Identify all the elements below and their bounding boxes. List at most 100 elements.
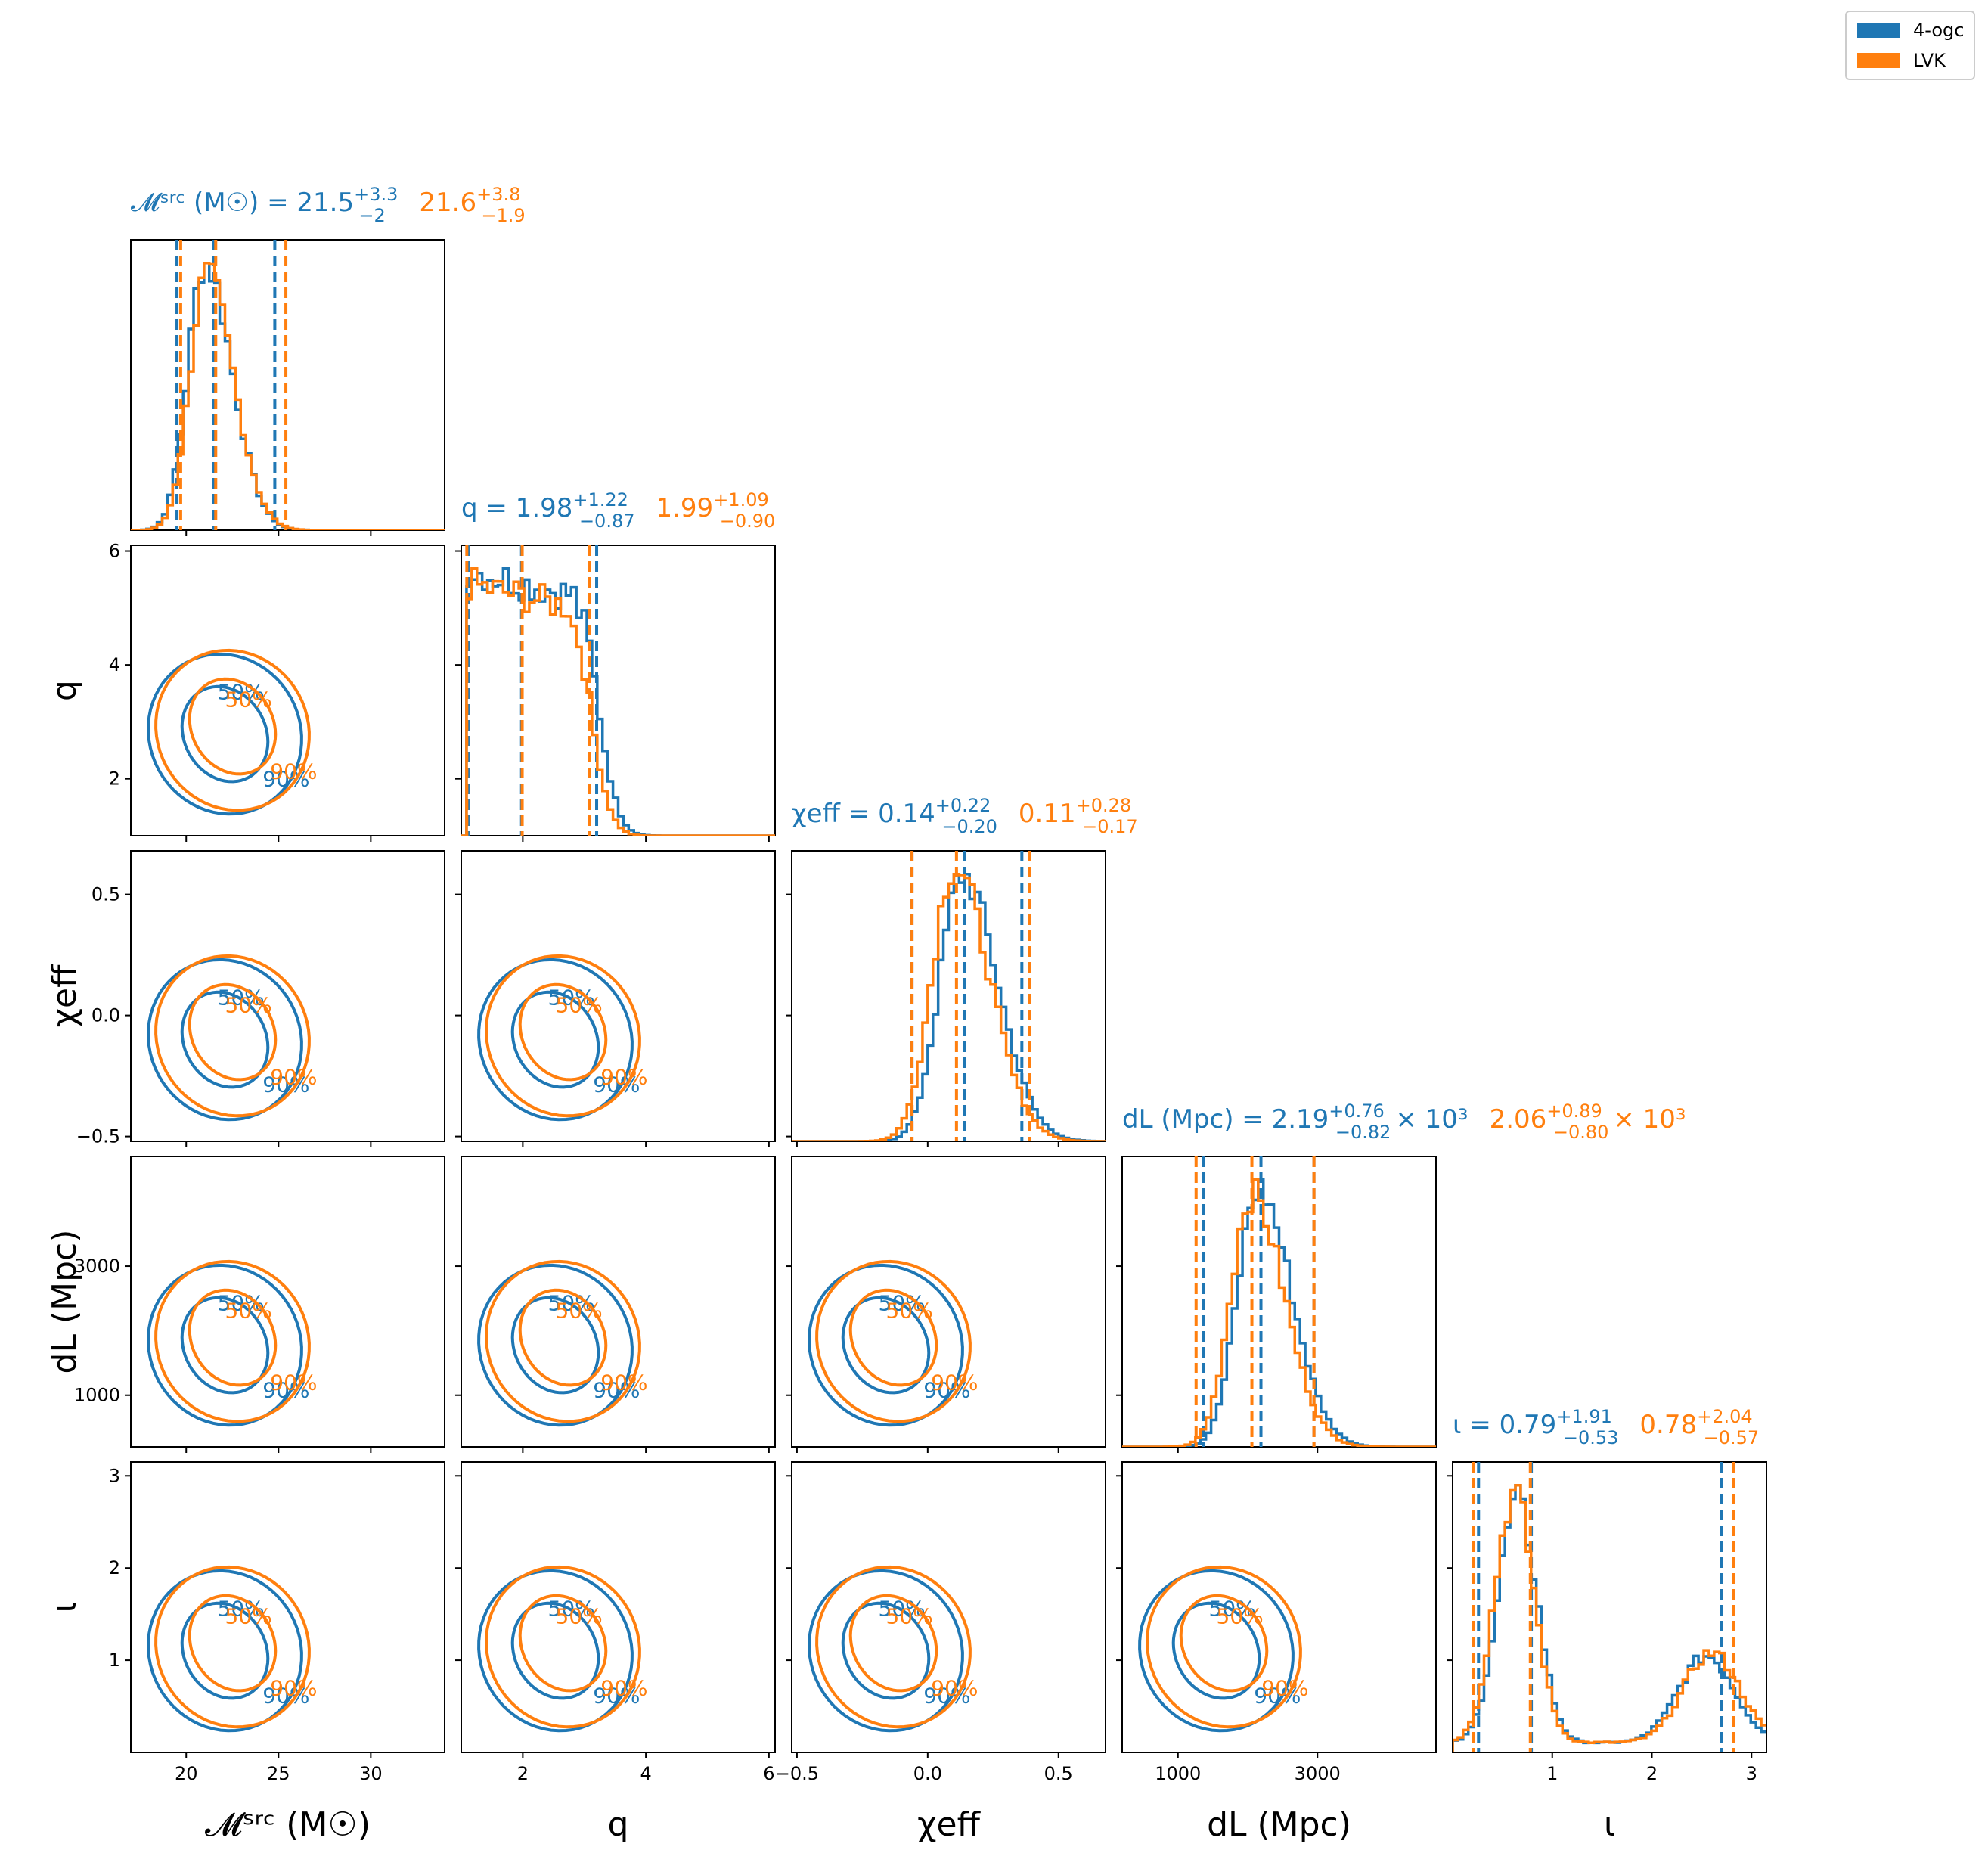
title-series-b-1: 1.99+1.09 −0.90 xyxy=(656,489,775,532)
histogram-LVK xyxy=(461,566,775,836)
contour-90-4-ogc xyxy=(477,1569,634,1733)
panel-content: 50%90%50%90% xyxy=(808,1259,978,1427)
panel-frame xyxy=(461,1156,776,1448)
contour-50-4-ogc xyxy=(1171,1601,1261,1700)
panel-content: 50%90%50%90% xyxy=(147,954,318,1122)
x-axis-label-1: q xyxy=(608,1805,629,1844)
y-tick-label: 0.0 xyxy=(91,1005,120,1026)
histogram-LVK xyxy=(792,872,1106,1141)
legend-label-lvk: LVK xyxy=(1913,50,1946,71)
x-tick-label: 1 xyxy=(1546,1763,1558,1784)
x-tick-label: 2 xyxy=(1646,1763,1658,1784)
histogram-4-ogc xyxy=(1453,1483,1766,1752)
contour-50-LVK xyxy=(848,1594,938,1693)
histogram-4-ogc xyxy=(461,566,775,836)
histogram-4-ogc xyxy=(792,872,1106,1141)
contour-90-LVK xyxy=(154,1259,311,1423)
histogram-4-ogc xyxy=(1122,1178,1436,1447)
contour-label-90-LVK: 90% xyxy=(270,759,317,784)
x-axis-label-3: dL (Mpc) xyxy=(1207,1805,1351,1844)
panel-2-0: 50%90%50%90%−0.50.00.5 xyxy=(76,850,445,1147)
x-tick-label: 3000 xyxy=(1295,1763,1341,1784)
contour-label-90-LVK: 90% xyxy=(931,1370,978,1395)
contour-label-50-LVK: 50% xyxy=(556,1299,603,1324)
panel-content xyxy=(1453,1462,1766,1752)
contour-label-50-LVK: 50% xyxy=(886,1299,933,1324)
x-tick-label: 6 xyxy=(763,1763,774,1784)
y-axis-label-2: χeff xyxy=(45,964,84,1027)
contour-90-LVK xyxy=(154,954,311,1118)
contour-label-90-LVK: 90% xyxy=(270,1065,317,1090)
panel-frame xyxy=(1121,1461,1437,1753)
panel-content: 50%90%50%90% xyxy=(808,1565,978,1733)
legend-swatch-4-ogc xyxy=(1857,23,1900,38)
x-tick-label: 2 xyxy=(517,1763,529,1784)
panel-content xyxy=(461,545,775,836)
contour-50-4-ogc xyxy=(510,1601,600,1700)
panel-content: 50%90%50%90% xyxy=(147,1259,318,1427)
panel-title-3: dL (Mpc) = 2.19+0.76 −0.82 × 10³ 2.06+0.89−… xyxy=(1122,1100,1686,1143)
panel-4-3: 50%90%50%90% 1000 3000 xyxy=(1116,1461,1437,1784)
y-tick-label: 1000 xyxy=(74,1385,120,1406)
panel-content: 50%90%50%90% xyxy=(1138,1565,1309,1733)
contour-50-LVK xyxy=(518,1594,608,1693)
contour-90-4-ogc xyxy=(147,1569,303,1733)
panel-frame xyxy=(1121,1156,1437,1448)
histogram-4-ogc xyxy=(131,261,445,530)
contour-50-4-ogc xyxy=(180,990,270,1089)
y-tick-label: 2 xyxy=(109,768,120,790)
title-series-a-1: q = 1.98+1.22 −0.87 xyxy=(461,489,634,532)
x-axis-label-0: 𝓜ˢʳᶜ (M☉) xyxy=(205,1805,371,1844)
panel-frame xyxy=(461,850,776,1142)
contour-label-50-LVK: 50% xyxy=(225,993,272,1018)
contour-label-50-LVK: 50% xyxy=(225,1299,272,1324)
legend-label-4-ogc: 4-ogc xyxy=(1913,20,1965,41)
panel-1-0: 50%90%50%90%246 xyxy=(109,541,445,842)
histogram-LVK xyxy=(131,261,445,530)
x-tick-label: 0.0 xyxy=(913,1763,942,1784)
contour-label-50-LVK: 50% xyxy=(556,1604,603,1629)
contour-90-LVK xyxy=(154,648,311,812)
x-tick-label: 1000 xyxy=(1155,1763,1201,1784)
histogram-LVK xyxy=(1122,1178,1436,1447)
panel-title-1: q = 1.98+1.22 −0.87 1.99+1.09 −0.90 xyxy=(461,489,775,532)
contour-label-50-LVK: 50% xyxy=(225,688,272,712)
panel-content: 50%90%50%90% xyxy=(147,1565,318,1733)
contour-label-90-LVK: 90% xyxy=(1261,1676,1308,1701)
contour-50-LVK xyxy=(188,677,278,776)
y-tick-label: −0.5 xyxy=(76,1126,120,1147)
contour-label-90-LVK: 90% xyxy=(600,1676,647,1701)
contour-50-LVK xyxy=(188,982,278,1082)
panel-content: 50%90%50%90% xyxy=(477,1259,648,1427)
legend-item-4-ogc: 4-ogc xyxy=(1857,20,1965,41)
contour-50-4-ogc xyxy=(841,1296,931,1395)
x-tick-label: 20 xyxy=(175,1763,198,1784)
y-axis-label-3: dL (Mpc) xyxy=(45,1230,84,1374)
contour-90-LVK xyxy=(815,1565,972,1729)
title-series-a-0: 𝓜ˢʳᶜ (M☉) = 21.5+3.3 −2 xyxy=(131,184,398,226)
contour-50-LVK xyxy=(188,1288,278,1387)
contour-90-LVK xyxy=(485,1259,641,1423)
panel-content: 50%90%50%90% xyxy=(477,954,648,1122)
panel-content: 50%90%50%90% xyxy=(147,648,318,816)
contour-50-LVK xyxy=(188,1594,278,1693)
contour-label-50-LVK: 50% xyxy=(556,993,603,1018)
x-tick-label: 30 xyxy=(359,1763,383,1784)
contour-90-LVK xyxy=(154,1565,311,1729)
contour-50-4-ogc xyxy=(510,1296,600,1395)
contour-90-LVK xyxy=(485,954,641,1118)
panel-1-1 xyxy=(455,545,776,842)
contour-90-LVK xyxy=(815,1259,972,1423)
panel-frame xyxy=(130,545,445,836)
y-tick-label: 6 xyxy=(109,541,120,562)
panel-content xyxy=(131,240,445,530)
panel-frame xyxy=(791,850,1106,1142)
legend: 4-ogc LVK xyxy=(1845,11,1975,80)
y-tick-label: 0.5 xyxy=(91,884,120,905)
contour-90-4-ogc xyxy=(808,1569,964,1733)
title-series-a-2: χeff = 0.14+0.22 −0.20 xyxy=(792,795,997,837)
contour-50-4-ogc xyxy=(180,1296,270,1395)
histogram-LVK xyxy=(1453,1483,1766,1752)
